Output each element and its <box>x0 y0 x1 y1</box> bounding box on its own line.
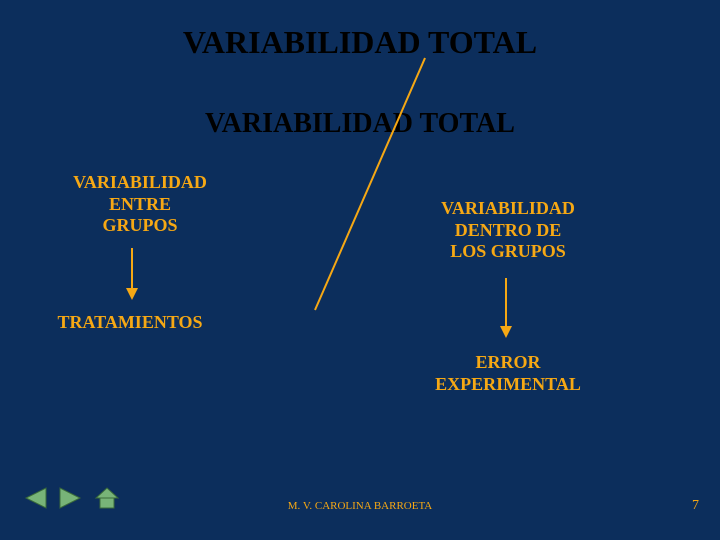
divider-line-stroke <box>315 58 425 310</box>
title-sub: VARIABILIDAD TOTAL <box>0 108 720 140</box>
title-main: VARIABILIDAD TOTAL <box>0 24 720 61</box>
arrow-dentro-error <box>498 278 514 340</box>
label-variabilidad-dentro: VARIABILIDAD DENTRO DE LOS GRUPOS <box>408 198 608 263</box>
arrow-entre-tratamientos <box>124 248 140 302</box>
slide: VARIABILIDAD TOTAL VARIABILIDAD TOTAL VA… <box>0 0 720 540</box>
nav-prev-button[interactable] <box>20 484 50 512</box>
label-tratamientos: TRATAMIENTOS <box>30 312 230 334</box>
triangle-right-icon <box>58 486 84 510</box>
label-variabilidad-entre: VARIABILIDAD ENTRE GRUPOS <box>40 172 240 237</box>
home-icon <box>94 486 120 510</box>
page-number: 7 <box>692 498 699 514</box>
label-error-experimental: ERROR EXPERIMENTAL <box>398 352 618 395</box>
triangle-left-icon <box>22 486 48 510</box>
nav-home-button[interactable] <box>92 484 122 512</box>
divider-line <box>0 0 720 540</box>
nav-next-button[interactable] <box>56 484 86 512</box>
